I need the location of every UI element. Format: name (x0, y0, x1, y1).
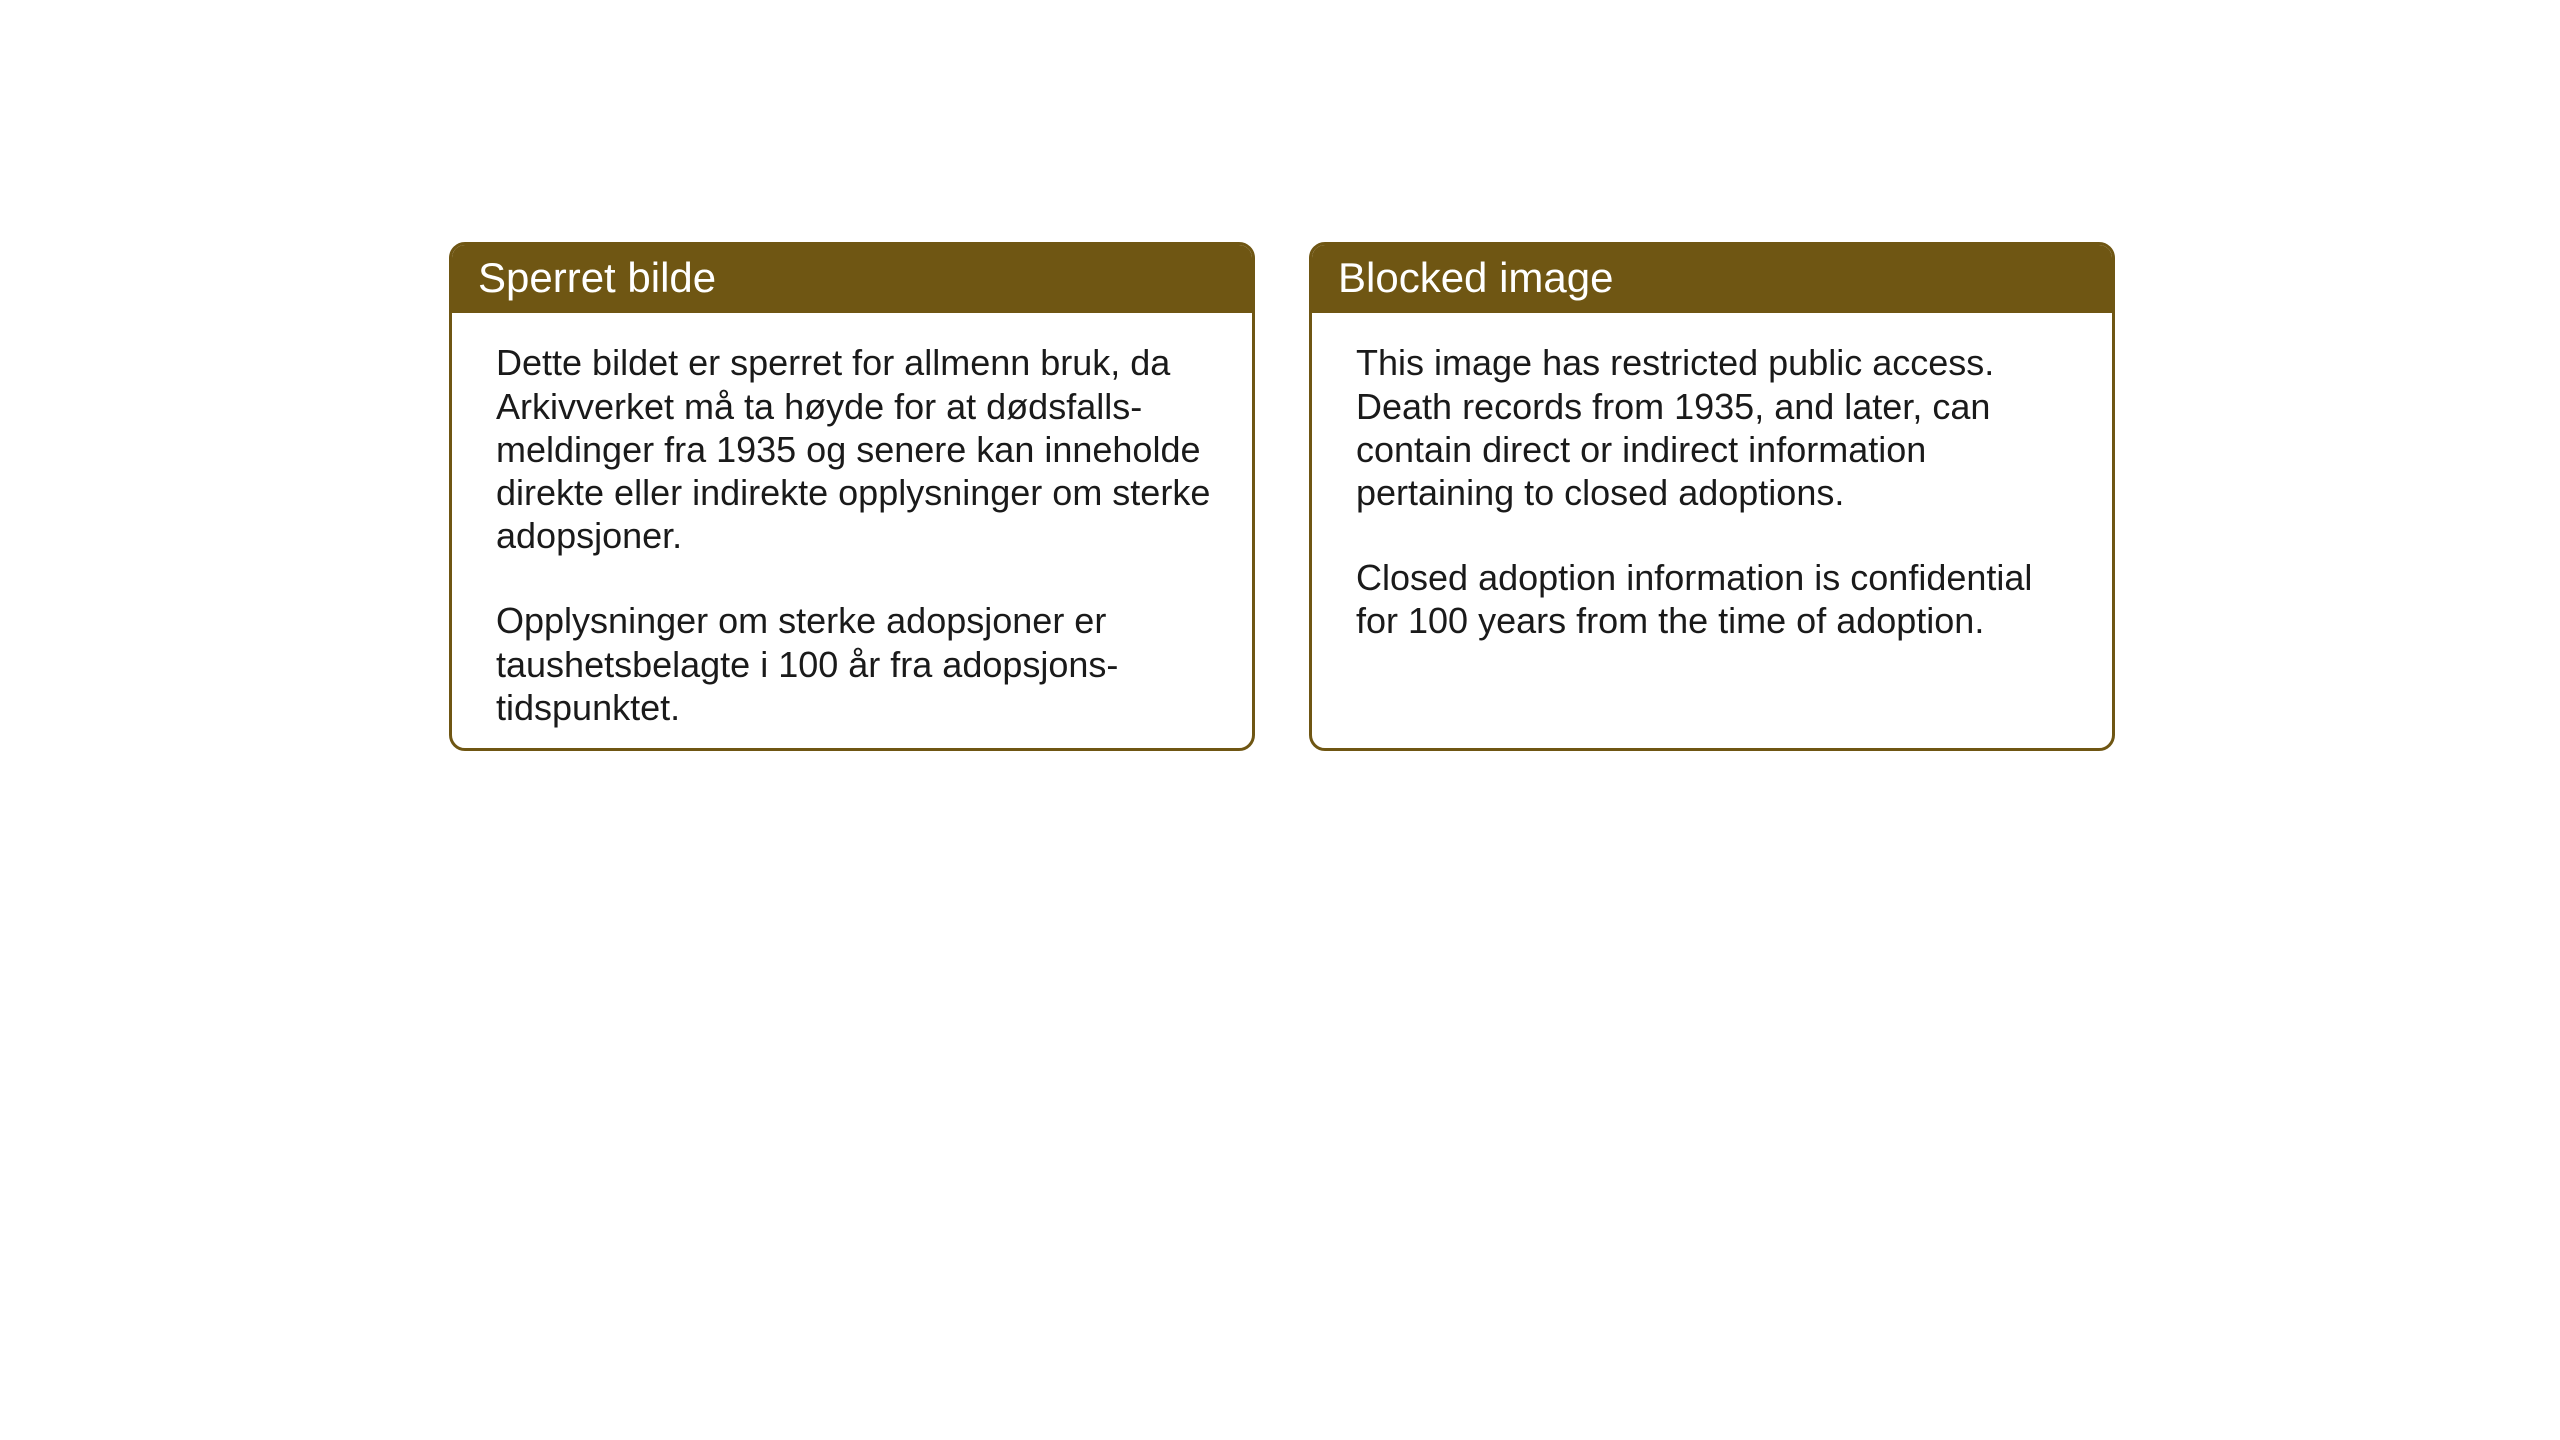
norwegian-paragraph-2: Opplysninger om sterke adopsjoner er tau… (496, 599, 1212, 729)
english-notice-box: Blocked image This image has restricted … (1309, 242, 2115, 751)
english-paragraph-1: This image has restricted public access.… (1356, 341, 2072, 514)
norwegian-notice-body: Dette bildet er sperret for allmenn bruk… (452, 313, 1252, 751)
norwegian-notice-box: Sperret bilde Dette bildet er sperret fo… (449, 242, 1255, 751)
norwegian-paragraph-1: Dette bildet er sperret for allmenn bruk… (496, 341, 1212, 557)
notice-container: Sperret bilde Dette bildet er sperret fo… (449, 242, 2115, 751)
norwegian-notice-title: Sperret bilde (452, 245, 1252, 313)
english-notice-body: This image has restricted public access.… (1312, 313, 2112, 748)
english-notice-title: Blocked image (1312, 245, 2112, 313)
english-paragraph-2: Closed adoption information is confident… (1356, 556, 2072, 642)
